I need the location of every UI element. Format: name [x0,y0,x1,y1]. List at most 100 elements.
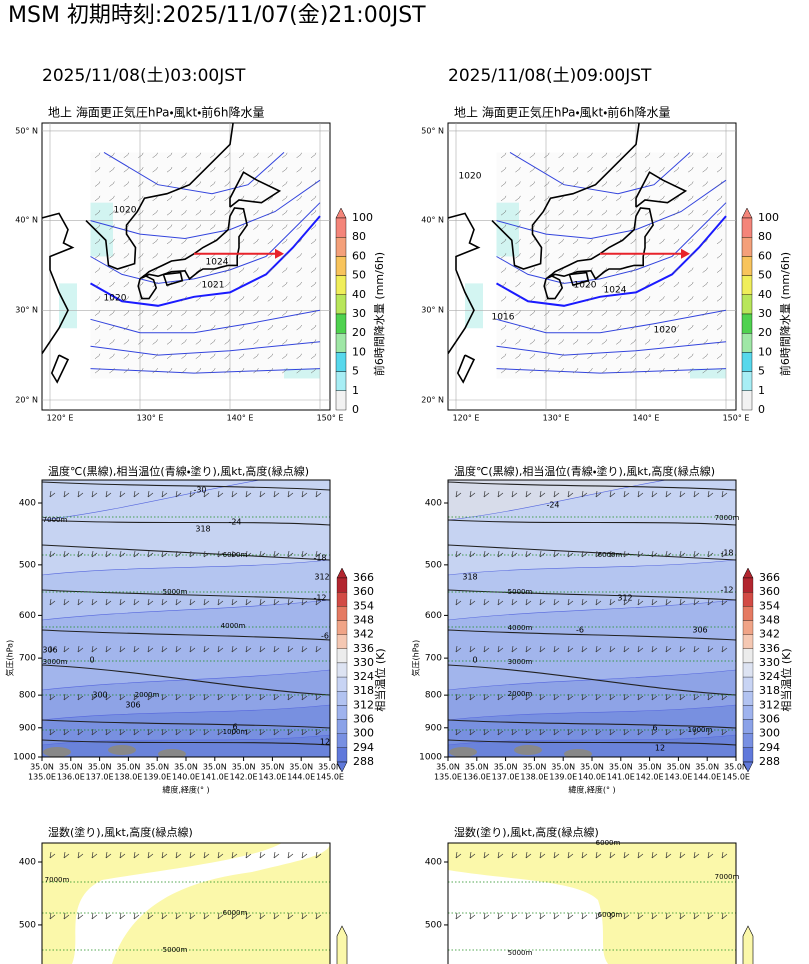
wind-barb [497,912,504,920]
wind-barb [525,598,532,606]
colorbar-segment [742,606,754,621]
wind-barb [224,195,230,202]
height-label: 7000m [43,516,68,524]
wind-barb [702,253,708,259]
wind-barb [511,490,518,498]
wind-barb [77,550,84,558]
colorbar-tick-label: 360 [353,585,374,598]
colorbar-label: 相当温位 (K) [373,648,387,711]
wind-barb [210,353,216,359]
wind-barb [500,224,507,230]
wind-barb [529,296,536,302]
wind-barb [707,490,714,498]
wind-barb [659,210,665,216]
wind-barb [515,167,521,173]
wind-barb [138,238,144,245]
wind-barb [296,367,302,374]
colorbar-tick-label: 354 [759,599,780,612]
wind-barb [310,152,317,159]
wind-barb [644,152,651,159]
wind-barb [94,267,101,273]
precip-area [284,368,320,379]
terrain [108,745,136,755]
wind-barb [630,353,636,359]
wind-barb [203,851,210,859]
colorbar-segment [335,275,347,296]
colorbar-tick-label: 40 [352,288,366,301]
wind-barb [210,152,216,159]
x-tick-label: 35.0N [465,763,489,772]
wind-barb [166,296,173,302]
wind-barb [587,310,593,316]
wind-barb [123,267,130,273]
wind-barb [181,367,187,374]
wind-barb [651,490,658,498]
y-axis-label: 気圧(hPa) [5,640,15,677]
temperature-label: 6 [232,723,237,732]
wind-barb [224,267,230,273]
wind-barb [721,645,728,653]
wind-barb [644,167,651,173]
wind-barb [500,181,507,187]
wind-barb [483,598,490,606]
colorbar-segment [336,577,348,593]
wind-barb [659,152,665,159]
wind-barb [253,167,259,173]
wind-barb [175,550,182,558]
wind-barb [94,195,101,202]
wind-barb [123,152,130,159]
x-tick-label: 142.0E [230,773,258,782]
wind-barb [259,550,266,558]
wind-barb [63,598,70,606]
wind-barb [138,224,144,230]
colorbar-segment [741,313,753,334]
wind-barb [123,296,130,302]
wind-barb [152,367,158,374]
wind-barb [587,210,593,216]
wind-barb [109,224,115,230]
isobar [509,151,691,195]
wind-barb [253,238,259,245]
wind-barb [310,210,317,216]
wind-barb [587,152,593,159]
colorbar-segment [335,236,347,257]
wind-barb [267,353,274,359]
wind-barb [581,912,588,920]
wind-barb [138,167,144,173]
wind-barb [138,339,144,345]
wind-barb [601,339,608,345]
wind-barb [315,728,322,736]
wind-barb [544,310,550,316]
lon-label: 150° E [317,414,344,423]
wind-barb [109,339,115,345]
wind-barb [282,167,288,173]
colorbar-segment [336,719,348,734]
wind-barb [581,851,588,859]
wind-barb [693,598,700,606]
wind-barb [152,281,158,288]
wind-barb [609,912,616,920]
wind-barb [567,851,574,859]
wind-barb [665,912,672,920]
wind-barb [623,728,630,736]
wind-barb [483,550,490,558]
wind-barb [609,550,616,558]
wind-barb [296,152,302,159]
wind-barb [267,339,274,345]
wind-barb [189,598,196,606]
wind-barb [721,490,728,498]
colorbar-segment [336,606,348,621]
coastline [635,171,688,208]
wind-barb [623,645,630,653]
wind-barb [91,645,98,653]
wind-barb [181,238,187,245]
wind-barb [567,728,574,736]
colorbar-segment [742,577,754,593]
wind-barb [133,550,140,558]
colorbar-tick-label: 366 [353,571,374,584]
wind-barb [601,152,608,159]
wind-barb [175,645,182,653]
isobar-label: 1020 [114,206,137,216]
wind-barb [581,693,588,701]
